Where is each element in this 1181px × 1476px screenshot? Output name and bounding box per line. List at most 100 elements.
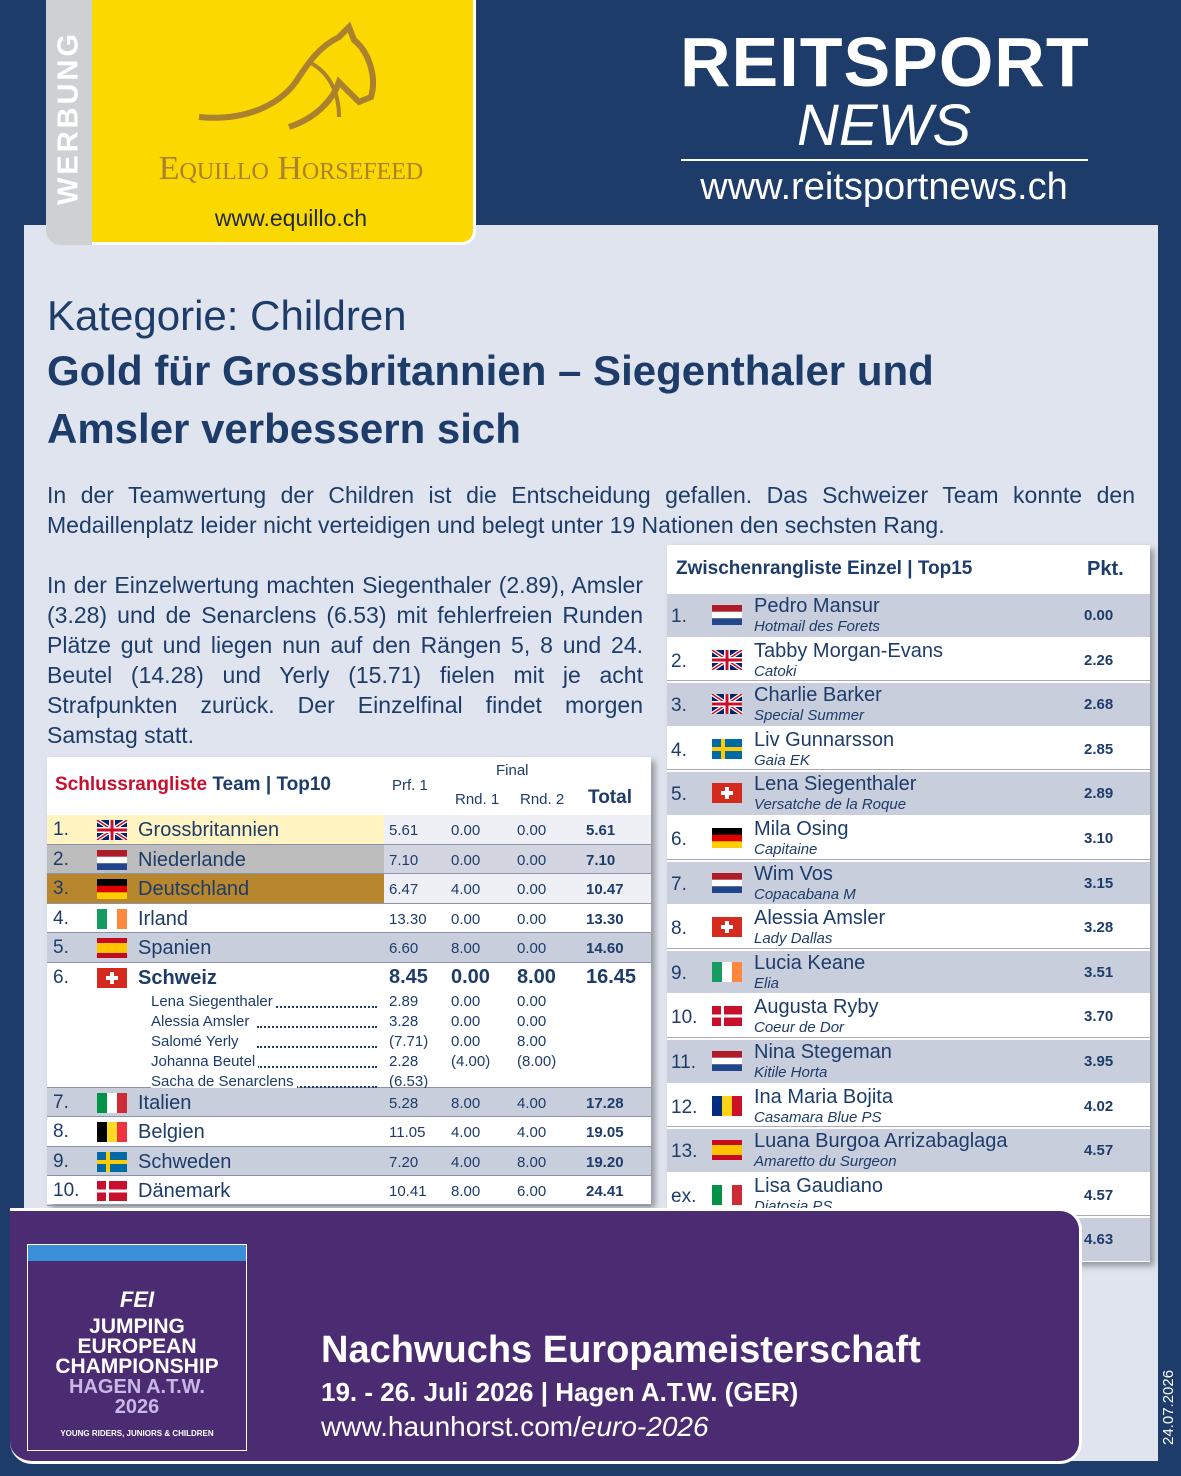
logo-tagline: YOUNG RIDERS, JUNIORS & CHILDREN — [60, 1429, 214, 1438]
points: 3.15 — [1084, 874, 1114, 892]
horse: Capitaine — [754, 841, 818, 858]
sponsor-ad[interactable]: Equillo Horsefeed www.equillo.ch — [46, 0, 476, 245]
country: Schweiz — [138, 966, 217, 989]
event-url[interactable]: www.haunhorst.com/euro-2026 — [321, 1411, 709, 1443]
rnd1: 0.00 — [451, 965, 490, 988]
column-header: Rnd. 1 — [455, 791, 500, 808]
prf1: 5.61 — [389, 822, 419, 839]
table-row: 10. Augusta Ryby Coeur de Dor 3.70 — [667, 993, 1150, 1038]
column-header: Pkt. — [1087, 558, 1124, 580]
rank: 9. — [53, 1150, 69, 1172]
rank: 13. — [671, 1141, 698, 1163]
points: 2.85 — [1084, 740, 1114, 758]
rank: 9. — [671, 962, 687, 984]
flag — [712, 1184, 742, 1205]
table-row: 10. Dänemark 10.41 8.00 6.00 24.41 — [47, 1176, 651, 1206]
event-logo: FEI JUMPING EUROPEAN CHAMPIONSHIP HAGEN … — [27, 1244, 247, 1451]
rider: Wim Vos — [754, 862, 833, 885]
horse: Versatche de la Roque — [754, 796, 907, 814]
rider-leader — [257, 1085, 377, 1088]
sponsor-url[interactable]: www.equillo.ch — [214, 205, 368, 231]
horse: Gaia EK — [754, 751, 810, 769]
rank: 1. — [53, 819, 69, 840]
table-row: 3. Deutschland 6.47 4.00 0.00 10.47 — [47, 874, 651, 904]
rank: 4. — [53, 907, 69, 929]
logo-bar — [28, 1245, 246, 1261]
table-row: 7. Wim Vos Copacabana M 3.15 — [667, 859, 1150, 905]
flag — [96, 820, 128, 840]
prf1: 7.20 — [389, 1153, 419, 1171]
table-title: Schlussrangliste Team | Top10 — [55, 774, 331, 796]
individual-table: Zwischenrangliste Einzel | Top15 Pkt. 1. Pe… — [667, 545, 1150, 1262]
rnd1: 4.00 — [451, 1124, 481, 1141]
rank: 6. — [53, 966, 69, 988]
masthead-subtitle: NEWS — [797, 93, 971, 158]
category: Kategorie: Children — [47, 292, 407, 339]
rank: 1. — [671, 606, 687, 627]
rider-prf1: 2.28 — [389, 1052, 419, 1070]
rider-rnd2: 0.00 — [517, 1012, 547, 1030]
table-title: Zwischenrangliste Einzel | Top15 — [676, 558, 973, 579]
rank: 7. — [671, 873, 687, 895]
horse: Special Summer — [754, 707, 865, 725]
event-headline: Nachwuchs Europameisterschaft — [321, 1329, 921, 1371]
rider-name: Alessia Amsler — [151, 1012, 253, 1030]
rider-prf1: 3.28 — [389, 1012, 419, 1030]
horse: Lady Dallas — [754, 930, 833, 948]
table-row: 8. Belgien 11.05 4.00 4.00 19.05 — [47, 1117, 651, 1147]
total: 19.05 — [586, 1124, 624, 1141]
flag — [97, 849, 127, 870]
rnd1: 4.00 — [451, 881, 481, 898]
url-path: euro-2026 — [580, 1411, 709, 1442]
title-highlight: Schlussrangliste — [55, 774, 208, 795]
logo-org: FEI — [119, 1287, 155, 1312]
table-row: 8. Alessia Amsler Lady Dallas 3.28 — [667, 904, 1150, 949]
rank: 5. — [671, 784, 687, 806]
rank: 12. — [671, 1096, 698, 1118]
flag — [712, 1095, 742, 1116]
total: 14.60 — [586, 940, 624, 957]
flag — [712, 738, 742, 759]
total: 5.61 — [586, 822, 616, 839]
country: Italien — [138, 1091, 192, 1114]
horse: Catoki — [754, 662, 797, 680]
rider-rnd2: 8.00 — [517, 1032, 547, 1050]
rider-leader — [257, 1005, 377, 1008]
flag — [97, 938, 127, 958]
rider: Lena Siegenthaler — [754, 773, 917, 796]
flag — [97, 879, 127, 899]
rank: 10. — [671, 1007, 698, 1029]
horse: Coeur de Dor — [754, 1019, 845, 1037]
rider-leader — [257, 1045, 377, 1048]
rider-rnd1: 0.00 — [451, 1012, 481, 1030]
rider: Alessia Amsler — [754, 907, 886, 930]
horse: Amaretto du Surgeon — [754, 1153, 897, 1171]
rnd2: 4.00 — [517, 1124, 547, 1141]
headline: Gold für Grossbritannien – Siegenthaler … — [47, 347, 934, 452]
masthead-url[interactable]: www.reitsportnews.ch — [700, 166, 1068, 208]
ad-label-strip: WERBUNG — [46, 0, 92, 245]
country: Niederlande — [138, 848, 246, 871]
rider: Lisa Gaudiano — [754, 1174, 883, 1197]
rank: 7. — [53, 1091, 69, 1113]
rnd1: 0.00 — [451, 822, 481, 839]
flag — [711, 694, 743, 715]
flag — [712, 1006, 742, 1027]
rider-rnd1: 0.00 — [451, 992, 481, 1010]
value-band — [384, 874, 651, 903]
rider: Augusta Ryby — [754, 996, 879, 1019]
table-row: 7. Italien 5.28 8.00 4.00 17.28 — [47, 1087, 651, 1117]
points: 0.00 — [1084, 607, 1114, 624]
points: 3.28 — [1084, 919, 1114, 937]
rnd1: 8.00 — [451, 1183, 481, 1200]
table-row: 11. Nina Stegeman Kitile Horta 3.95 — [667, 1038, 1150, 1083]
brand-name: Equillo Horsefeed — [158, 150, 424, 187]
logo-line: CHAMPIONSHIP — [55, 1355, 219, 1378]
horse: Hotmail des Forets — [754, 618, 880, 635]
table-row: 6. Mila Osing Capitaine 3.10 — [667, 815, 1150, 860]
table-row: 6. Schweiz 8.45 0.00 8.00 16.45 Lena Siegentha… — [47, 963, 651, 1090]
table-row: 9. Lucia Keane Elia 3.51 — [667, 948, 1150, 994]
prf1: 10.41 — [389, 1183, 427, 1200]
flag — [711, 649, 743, 670]
